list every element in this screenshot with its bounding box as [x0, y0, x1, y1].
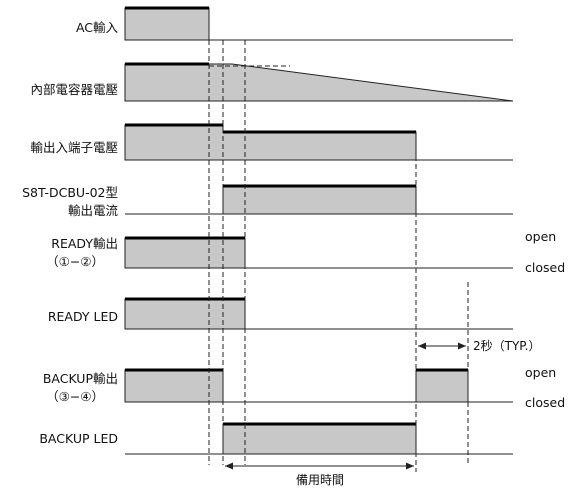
- label-ready-output-1: READY輸出: [51, 236, 118, 251]
- label-io-terminal-voltage: 輸出入端子電壓: [30, 140, 118, 155]
- event-markers: [208, 40, 469, 472]
- waveform-internal-capacitor-voltage: [124, 62, 514, 102]
- state-labels: open closed open closed: [525, 229, 565, 410]
- ready-closed-label: closed: [525, 260, 565, 275]
- delay-label: 2秒（TYP.）: [473, 339, 540, 353]
- label-s8t-output-current-2: 輸出電流: [68, 203, 119, 218]
- label-backup-output-2: （③−④）: [46, 389, 104, 404]
- waveform-s8t-output-current: [125, 184, 513, 215]
- backup-time-annotation: 備用時間: [225, 462, 414, 487]
- label-backup-led: BACKUP LED: [39, 431, 118, 446]
- waveform-ready-output: [124, 236, 513, 269]
- delay-annotation: 2秒（TYP.）: [418, 339, 540, 353]
- label-ready-led: READY LED: [48, 309, 118, 324]
- label-ac-input: AC輸入: [76, 20, 119, 35]
- ready-open-label: open: [525, 229, 556, 244]
- waveform-ready-led: [124, 297, 513, 330]
- waveform-backup-output: [124, 368, 513, 403]
- backup-open-label: open: [525, 365, 556, 380]
- label-ready-output-2: （①−②）: [46, 254, 104, 269]
- label-backup-output-1: BACKUP輸出: [43, 371, 118, 386]
- backup-time-label: 備用時間: [296, 472, 344, 487]
- waveform-backup-led: [125, 422, 513, 455]
- signal-labels: AC輸入 內部電容器電壓 輸出入端子電壓 S8T-DCBU-02型 輸出電流 R…: [22, 20, 118, 446]
- waveform-ac-input: [124, 6, 513, 41]
- waveform-io-terminal-voltage: [124, 123, 513, 161]
- label-s8t-output-current-1: S8T-DCBU-02型: [22, 185, 118, 200]
- label-internal-capacitor-voltage: 內部電容器電壓: [30, 82, 118, 97]
- backup-closed-label: closed: [525, 395, 565, 410]
